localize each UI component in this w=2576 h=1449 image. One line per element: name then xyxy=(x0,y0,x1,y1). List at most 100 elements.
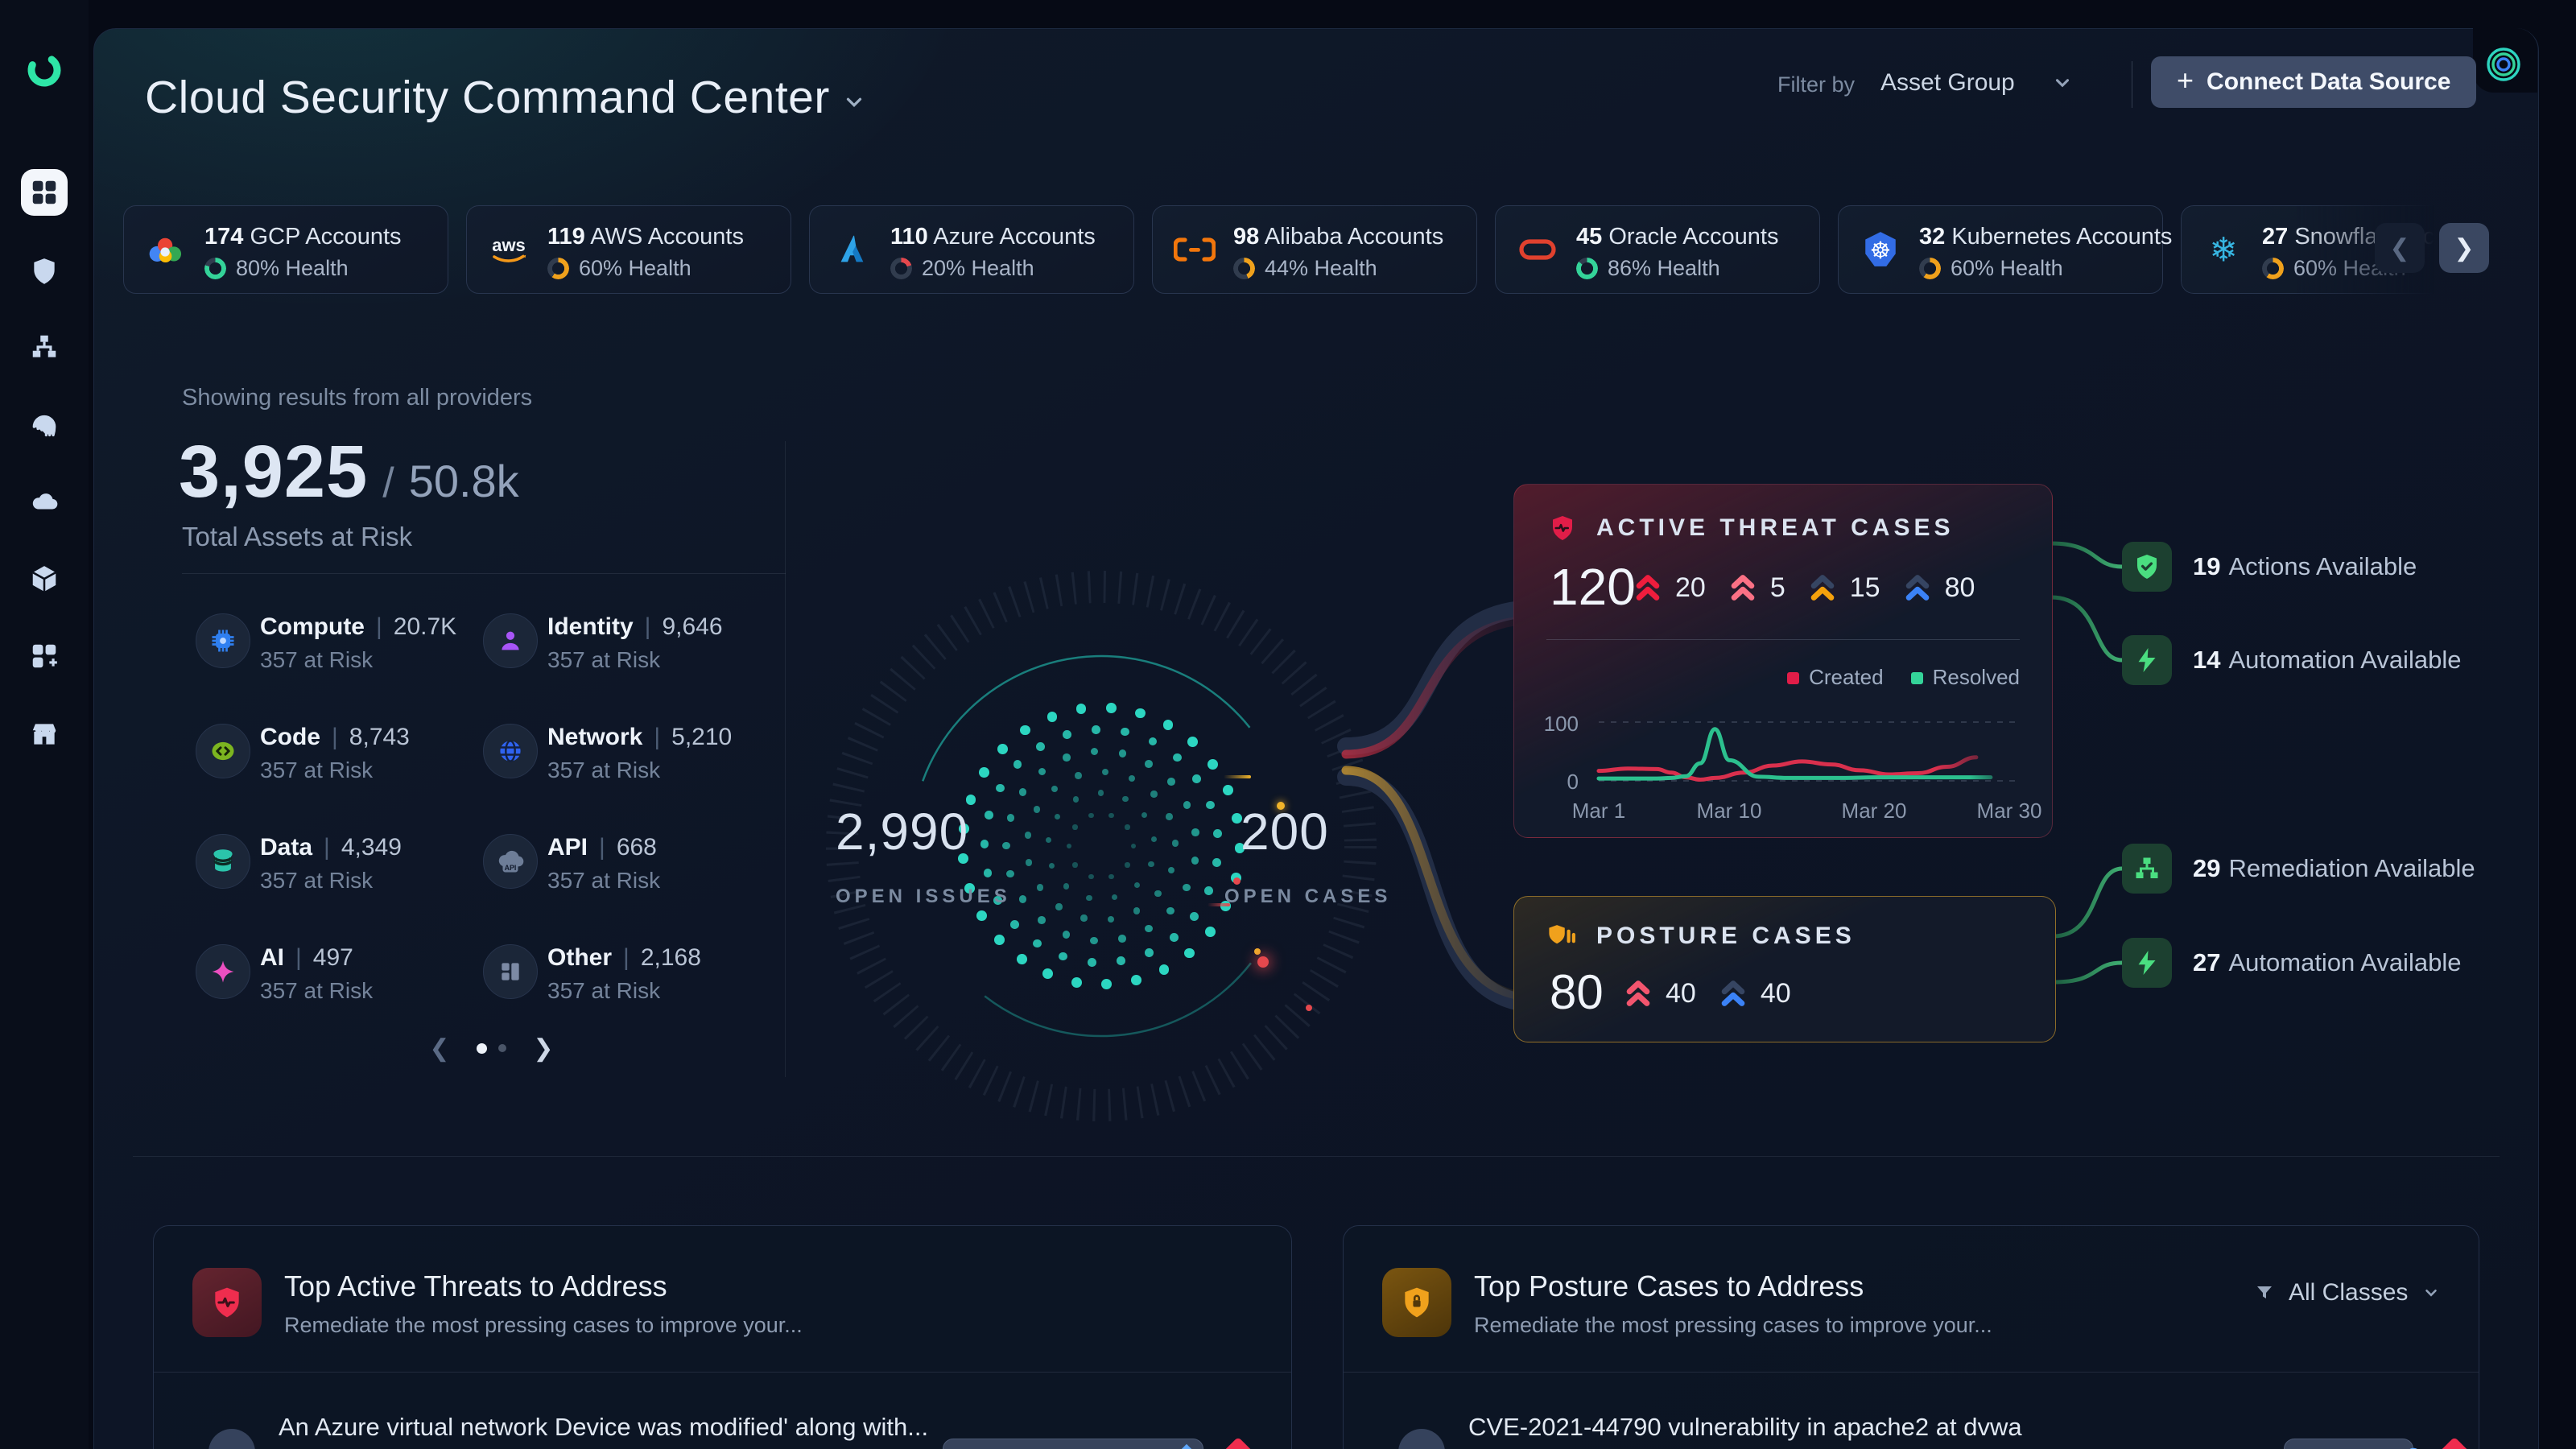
accounts-next-button[interactable]: ❯ xyxy=(2439,223,2489,273)
bottom-left-subtitle: Remediate the most pressing cases to imp… xyxy=(284,1313,803,1337)
account-health: 20% Health xyxy=(922,256,1034,280)
sidebar-item-assets[interactable] xyxy=(21,555,68,602)
posture-row-text[interactable]: CVE-2021-44790 vulnerability in apache2 … xyxy=(1468,1413,2022,1441)
page-next-button[interactable]: ❯ xyxy=(533,1034,554,1062)
page-prev-button[interactable]: ❮ xyxy=(429,1034,450,1062)
health-donut-icon xyxy=(547,258,569,279)
connect-data-source-button[interactable]: + Connect Data Source xyxy=(2151,56,2477,108)
account-count: 110 xyxy=(890,224,928,250)
page-dot[interactable] xyxy=(498,1044,506,1052)
filter-by-label: Filter by xyxy=(1777,72,1856,97)
chevron-double-up-icon xyxy=(1905,575,1929,601)
account-card-kubernetes[interactable]: ☸ 32 Kubernetes Accounts 60% Health xyxy=(1838,205,2172,294)
action-text: Automation Available xyxy=(2228,646,2462,674)
sidebar-item-marketplace[interactable] xyxy=(21,711,68,758)
account-name: GCP Accounts xyxy=(250,224,402,250)
health-donut-icon xyxy=(2262,258,2284,279)
posture-shield-icon xyxy=(1549,925,1575,944)
category-risk: 357 at Risk xyxy=(547,978,661,1003)
category-compute[interactable]: Compute | 20.7K 357 at Risk xyxy=(196,613,461,691)
severity-medium: 15 xyxy=(1806,572,1880,604)
account-count: 27 xyxy=(2262,224,2289,250)
active-threat-cases-card[interactable]: ACTIVE THREAT CASES 120 20 5 15 80 Creat… xyxy=(1513,484,2053,838)
account-health: 60% Health xyxy=(1951,256,2063,280)
open-issues-value: 2,990 xyxy=(836,803,969,861)
posture-cases-card[interactable]: POSTURE CASES 80 40 40 xyxy=(1513,896,2056,1042)
xtick: Mar 10 xyxy=(1696,799,1762,823)
critical-diamond-icon xyxy=(1220,1436,1256,1449)
orca-logo-icon[interactable] xyxy=(24,50,64,90)
category-name: Data xyxy=(260,834,313,861)
category-risk: 357 at Risk xyxy=(547,758,661,782)
sidebar-item-integrations[interactable] xyxy=(21,633,68,679)
category-identity[interactable]: Identity | 9,646 357 at Risk xyxy=(483,613,749,691)
category-value: 4,349 xyxy=(341,834,402,861)
sidebar-item-dashboard[interactable] xyxy=(21,169,68,216)
severity-high: 40 xyxy=(1622,977,1696,1009)
category-other[interactable]: Other | 2,168 357 at Risk xyxy=(483,944,749,1022)
categories-pagination: ❮ ❯ xyxy=(419,1027,564,1069)
arrow-up-icon xyxy=(1181,1443,1192,1449)
category-risk: 357 at Risk xyxy=(547,868,661,893)
open-cases-label: OPEN CASES xyxy=(1224,886,1392,907)
card-divider xyxy=(1344,1372,2479,1373)
threat-row-text[interactable]: An Azure virtual network Device was modi… xyxy=(279,1413,929,1441)
account-card-oracle[interactable]: 45 Oracle Accounts 86% Health xyxy=(1495,205,1820,294)
category-name: Compute xyxy=(260,613,365,640)
action-text: Automation Available xyxy=(2228,948,2462,976)
sidebar-item-cloud[interactable] xyxy=(21,478,68,525)
category-value: 8,743 xyxy=(349,724,410,750)
particle-trail xyxy=(1224,775,1251,778)
total-assets-at-risk: 3,925 / 50.8k xyxy=(179,430,519,514)
plus-icon: + xyxy=(2177,64,2194,97)
category-data[interactable]: Data | 4,349 357 at Risk xyxy=(196,834,461,911)
code-icon xyxy=(196,724,250,778)
account-card-azure[interactable]: 110 Azure Accounts 20% Health xyxy=(809,205,1134,294)
funnel-icon xyxy=(2257,1286,2272,1298)
account-health: 86% Health xyxy=(1608,256,1720,280)
asset-group-select[interactable]: Asset Group xyxy=(1880,69,2073,97)
action-automation-available-2[interactable]: 27 Automation Available xyxy=(2122,938,2461,988)
page-dot-active[interactable] xyxy=(477,1042,487,1054)
orca-rings-icon[interactable] xyxy=(2484,45,2523,84)
title-chevron-down-icon[interactable] xyxy=(842,90,866,114)
alibaba-icon xyxy=(1172,227,1217,272)
cve-avatar xyxy=(1398,1429,1445,1449)
category-api[interactable]: API API | 668 357 at Risk xyxy=(483,834,749,911)
severity-low: 80 xyxy=(1901,572,1975,604)
account-card-aws[interactable]: aws 119 AWS Accounts 60% Health xyxy=(466,205,791,294)
globe-icon xyxy=(483,724,538,778)
sidebar-item-security[interactable] xyxy=(21,248,68,295)
grid-plus-icon xyxy=(32,644,57,668)
category-network[interactable]: Network | 5,210 357 at Risk xyxy=(483,724,749,801)
category-code[interactable]: Code | 8,743 357 at Risk xyxy=(196,724,461,801)
threat-card-icon xyxy=(192,1268,262,1337)
account-card-gcp[interactable]: 174 GCP Accounts 80% Health xyxy=(123,205,448,294)
sidebar-item-identity[interactable] xyxy=(21,401,68,448)
category-name: API xyxy=(547,834,588,861)
account-card-alibaba[interactable]: 98 Alibaba Accounts 44% Health xyxy=(1152,205,1477,294)
posture-card-title: POSTURE CASES xyxy=(1596,923,1856,949)
account-name: Kubernetes Accounts xyxy=(1951,224,2173,250)
sitemap-icon xyxy=(32,335,56,357)
account-count: 32 xyxy=(1919,224,1946,250)
sparkle-icon xyxy=(196,944,250,999)
action-automation-available[interactable]: 14 Automation Available xyxy=(2122,635,2461,685)
health-donut-icon xyxy=(204,258,226,279)
sidebar-item-inventory[interactable] xyxy=(21,324,68,370)
category-ai[interactable]: AI | 497 357 at Risk xyxy=(196,944,461,1022)
action-actions-available[interactable]: 19 Actions Available xyxy=(2122,542,2417,592)
svg-text:☸: ☸ xyxy=(1870,237,1891,264)
category-name: AI xyxy=(260,944,284,971)
xtick: Mar 20 xyxy=(1841,799,1907,823)
all-classes-filter[interactable]: All Classes xyxy=(2255,1279,2440,1307)
particle xyxy=(1277,802,1285,810)
severity-value: 40 xyxy=(1760,977,1791,1009)
action-remediation-available[interactable]: 29 Remediation Available xyxy=(2122,844,2475,894)
account-health: 60% Health xyxy=(579,256,691,280)
accounts-prev-button[interactable]: ❮ xyxy=(2375,223,2425,273)
action-count: 14 xyxy=(2193,646,2221,674)
critical-diamond-icon xyxy=(2437,1436,2472,1449)
assets-at-risk-label: Total Assets at Risk xyxy=(182,522,413,551)
